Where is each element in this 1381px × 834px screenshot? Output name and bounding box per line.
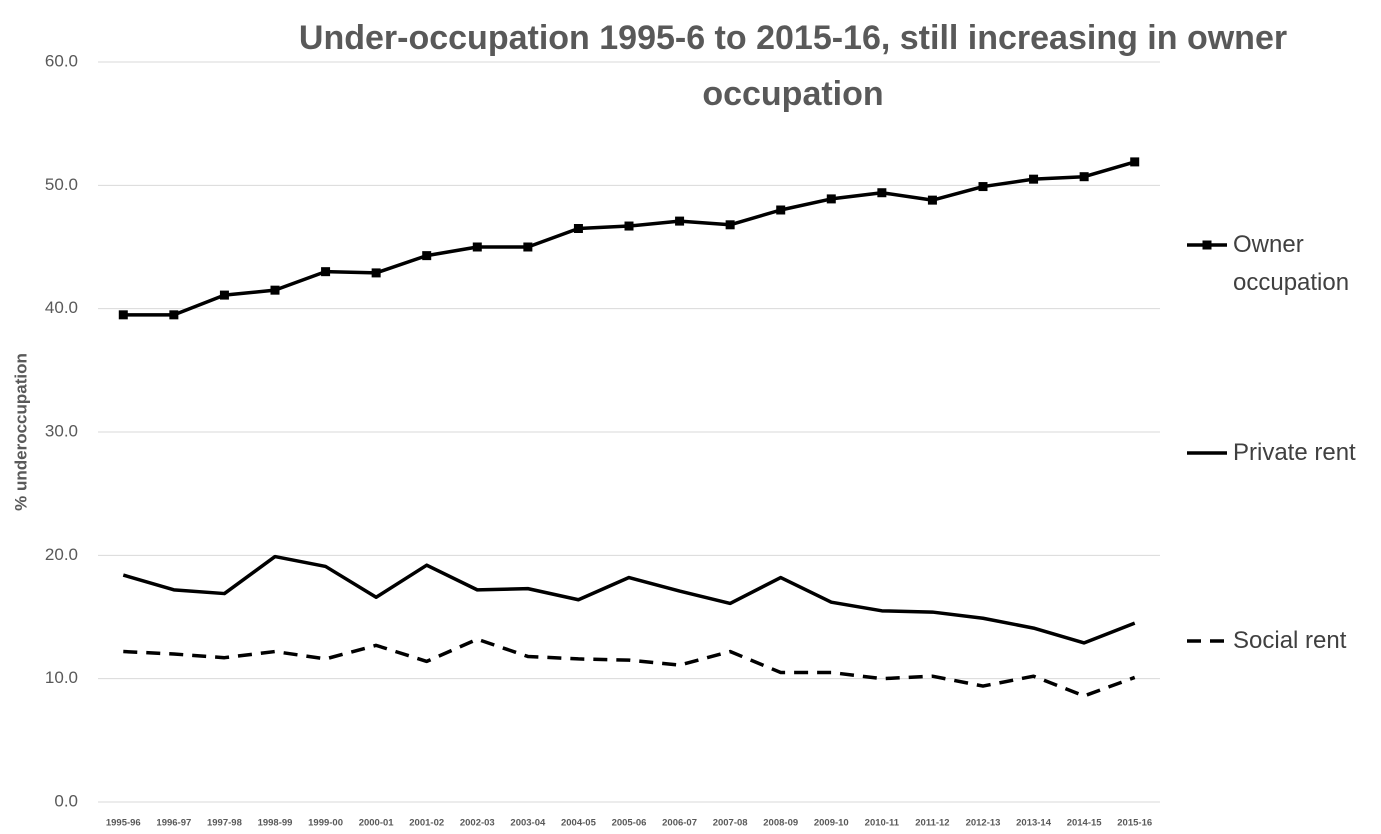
y-tick-label: 40.0 <box>45 298 78 317</box>
x-tick-label: 2010-11 <box>865 818 900 829</box>
marker <box>675 216 685 226</box>
marker <box>169 310 179 320</box>
y-tick-label: 30.0 <box>45 421 78 440</box>
x-tick-label: 1995-96 <box>106 818 141 829</box>
marker <box>776 205 786 215</box>
y-tick-label: 20.0 <box>45 545 78 564</box>
x-tick-label: 2012-13 <box>966 818 1001 829</box>
x-tick-label: 2006-07 <box>662 818 697 829</box>
marker <box>877 188 887 198</box>
x-tick-label: 1996-97 <box>156 818 191 829</box>
marker <box>1130 157 1140 167</box>
marker <box>978 182 988 192</box>
x-tick-label: 1997-98 <box>207 818 242 829</box>
chart-title: Under-occupation 1995-6 to 2015-16, stil… <box>298 19 1288 113</box>
marker <box>422 251 432 261</box>
x-tick-label: 2002-03 <box>460 818 495 829</box>
marker <box>725 220 735 230</box>
marker <box>219 290 229 300</box>
x-tick-label: 2005-06 <box>612 818 647 829</box>
y-axis-label: % underoccupation <box>11 353 30 511</box>
x-tick-label: 2015-16 <box>1117 818 1152 829</box>
x-tick-label: 1999-00 <box>308 818 343 829</box>
marker <box>624 221 634 231</box>
x-tick-label: 2009-10 <box>814 818 849 829</box>
series-line <box>122 554 1136 645</box>
x-tick-label: 2004-05 <box>561 818 597 829</box>
y-tick-label: 50.0 <box>45 175 78 194</box>
marker <box>321 267 331 277</box>
x-tick-label: 2013-14 <box>1016 818 1052 829</box>
x-tick-label: 2003-04 <box>510 818 546 829</box>
legend-label: Owner occupation <box>1233 231 1350 296</box>
marker <box>1079 172 1089 182</box>
legend-label: Social rent <box>1233 627 1347 654</box>
marker <box>371 268 381 278</box>
y-tick-label: 60.0 <box>45 51 78 70</box>
marker <box>118 310 128 320</box>
x-tick-label: 2011-12 <box>915 818 949 829</box>
x-tick-label: 1998-99 <box>258 818 293 829</box>
x-tick-label: 2001-02 <box>409 818 444 829</box>
marker <box>270 285 280 295</box>
series-line <box>123 637 1136 698</box>
y-tick-label: 10.0 <box>45 668 78 687</box>
x-tick-label: 2000-01 <box>359 818 395 829</box>
marker <box>826 194 836 204</box>
x-tick-label: 2014-15 <box>1067 818 1103 829</box>
legend-marker <box>1202 240 1212 250</box>
x-tick-label: 2007-08 <box>713 818 748 829</box>
marker <box>573 224 583 233</box>
marker <box>523 242 533 252</box>
y-tick-label: 0.0 <box>54 791 78 810</box>
marker <box>472 242 482 252</box>
x-tick-label: 2008-09 <box>763 818 798 829</box>
marker <box>927 195 937 205</box>
marker <box>1029 174 1039 184</box>
legend-label: Private rent <box>1233 439 1356 466</box>
